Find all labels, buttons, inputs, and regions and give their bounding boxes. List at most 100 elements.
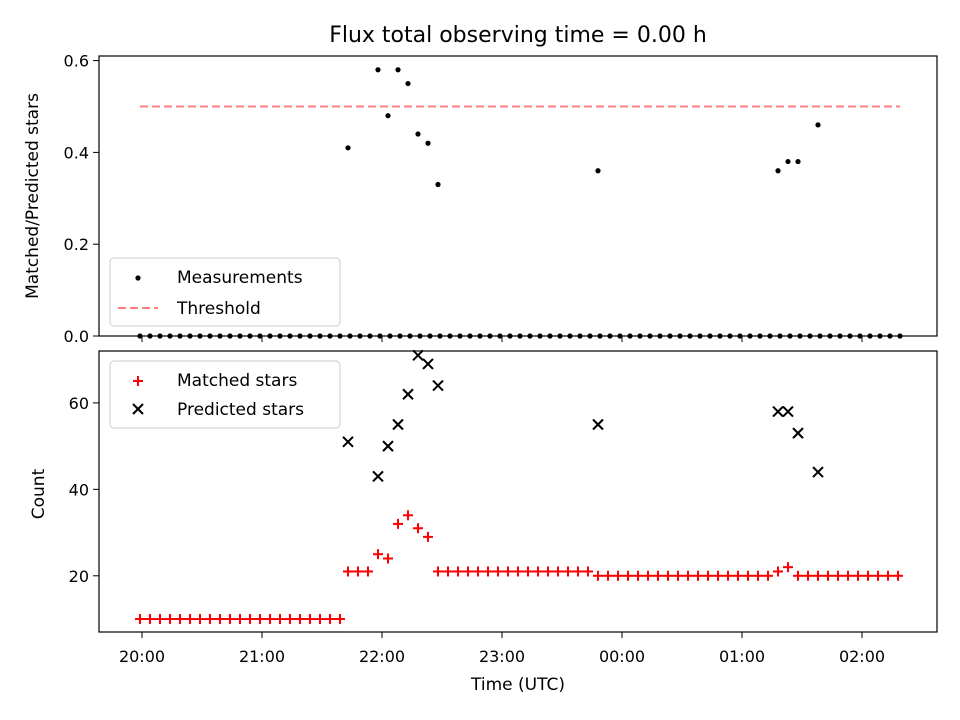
measurement-point [375, 67, 381, 73]
matched-stars-point [185, 614, 195, 625]
matched-stars-point [215, 614, 225, 625]
matched-stars-point [593, 570, 603, 581]
matched-stars-point [473, 566, 483, 577]
chart-title: Flux total observing time = 0.00 h [329, 23, 707, 48]
matched-stars-point [723, 570, 733, 581]
matched-stars-point [853, 570, 863, 581]
legend-predicted-label: Predicted stars [177, 400, 304, 420]
predicted-stars-point [782, 405, 794, 418]
predicted-stars-point [812, 466, 824, 478]
bottom-plot-area [135, 349, 903, 625]
y-tick-label: 60 [69, 394, 89, 413]
x-tick-label: 01:00 [719, 647, 765, 666]
x-tick-label: 20:00 [119, 647, 165, 666]
matched-stars-point [245, 614, 255, 625]
x-axis-label: Time (UTC) [470, 675, 565, 695]
matched-stars-point [703, 570, 713, 581]
predicted-stars-point [792, 427, 804, 439]
predicted-stars-point [772, 405, 784, 418]
x-tick-label: 21:00 [239, 647, 285, 666]
matched-stars-point [613, 570, 623, 581]
bottom-legend-box [109, 360, 341, 429]
matched-stars-point [643, 570, 653, 581]
bottom-legend: Matched stars Predicted stars [109, 360, 341, 429]
matched-stars-point [315, 614, 325, 625]
matched-stars-point [275, 614, 285, 625]
matched-stars-point [893, 570, 903, 581]
measurement-point [425, 140, 431, 146]
matched-stars-point [175, 614, 185, 625]
matched-stars-point [433, 566, 443, 577]
matched-stars-point [413, 523, 423, 534]
matched-stars-point [335, 614, 345, 625]
matched-stars-point [423, 531, 433, 542]
legend-measurements-label: Measurements [177, 268, 303, 288]
matched-stars-point [225, 614, 235, 625]
x-tick-label: 23:00 [479, 647, 525, 666]
top-panel: 0.0 0.2 0.4 0.6 Matched/Predicted stars Mea… [23, 52, 938, 346]
predicted-stars-point [402, 388, 414, 400]
predicted-stars-point [422, 358, 434, 370]
predicted-stars-point [342, 436, 354, 448]
top-y-axis: 0.0 0.2 0.4 0.6 [64, 52, 863, 346]
matched-stars-point [783, 562, 793, 573]
matched-stars-point [533, 566, 543, 577]
y-tick-label: 0.0 [64, 327, 89, 346]
matched-stars-point [833, 570, 843, 581]
matched-stars-point [453, 566, 463, 577]
matched-stars-point [653, 570, 663, 581]
matched-stars-point [503, 566, 513, 577]
matched-stars-point [403, 510, 413, 521]
matched-stars-point [573, 566, 583, 577]
measurement-point [775, 168, 781, 174]
measurement-point [395, 67, 401, 73]
predicted-stars-point [592, 418, 604, 431]
measurement-point [415, 131, 421, 137]
measurement-point [595, 168, 601, 174]
top-y-axis-label: Matched/Predicted stars [23, 93, 43, 299]
x-tick-label: 02:00 [839, 647, 885, 666]
matched-stars-point [363, 566, 373, 577]
matched-stars-point [543, 566, 553, 577]
legend-measurements-marker [135, 275, 141, 281]
bottom-y-axis: 20 40 60 [69, 394, 863, 638]
top-legend: Measurements Threshold [109, 257, 341, 327]
top-legend-box [109, 257, 341, 327]
legend-threshold-label: Threshold [176, 299, 261, 319]
matched-stars-point [195, 614, 205, 625]
matched-stars-point [633, 570, 643, 581]
matched-stars-point [295, 614, 305, 625]
matched-stars-point [813, 570, 823, 581]
matched-stars-point [343, 566, 353, 577]
measurement-point [385, 113, 391, 119]
matched-stars-point [733, 570, 743, 581]
matched-stars-point [285, 614, 295, 625]
measurement-point [815, 122, 821, 128]
y-tick-label: 20 [69, 567, 89, 586]
predicted-stars-point [392, 418, 404, 431]
matched-stars-point [383, 553, 393, 564]
matched-stars-point [145, 614, 155, 625]
matched-stars-point [205, 614, 215, 625]
matched-stars-point [353, 566, 363, 577]
matched-stars-point [823, 570, 833, 581]
matched-stars-point [583, 566, 593, 577]
matched-stars-point [493, 566, 503, 577]
matched-stars-point [753, 570, 763, 581]
matched-stars-point [603, 570, 613, 581]
matched-stars-point [165, 614, 175, 625]
y-tick-label: 0.2 [64, 235, 89, 254]
matched-stars-point [803, 570, 813, 581]
legend-matched-label: Matched stars [177, 371, 297, 391]
matched-stars-point [873, 570, 883, 581]
y-tick-label: 40 [69, 480, 89, 499]
matched-stars-point [763, 570, 773, 581]
matched-stars-point [553, 566, 563, 577]
matched-stars-point [483, 566, 493, 577]
matched-stars-point [325, 614, 335, 625]
matched-stars-point [373, 549, 383, 560]
matched-stars-point [305, 614, 315, 625]
matched-stars-point [693, 570, 703, 581]
measurement-point [795, 158, 801, 165]
